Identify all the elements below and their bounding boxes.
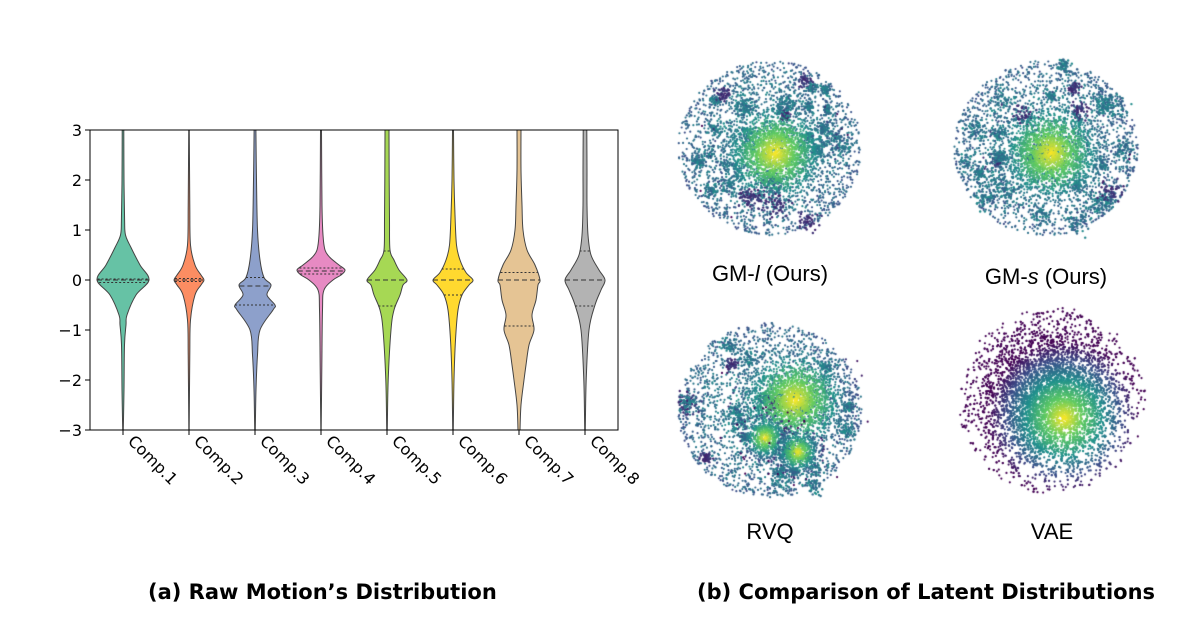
scatter-gm-s — [941, 48, 1151, 248]
panel-label-gm-s: GM-s (Ours) — [984, 264, 1108, 289]
x-tick-label: Comp.5 — [388, 431, 445, 488]
x-tick-label: Comp.3 — [256, 431, 313, 488]
x-tick-label: Comp.7 — [520, 431, 577, 488]
panel-label-gm-l: GM-l (Ours) — [711, 261, 829, 286]
y-tick-label: 0 — [72, 271, 82, 290]
y-tick-label: −2 — [58, 371, 82, 390]
y-tick-label: 3 — [72, 121, 82, 140]
x-tick-label: Comp.1 — [124, 431, 181, 488]
x-tick-label: Comp.4 — [322, 431, 379, 488]
x-axis: Comp.1 Comp.2 Comp.3 Comp.4 Comp.5 Comp.6 Comp… — [122, 430, 643, 489]
violin-comp3 — [234, 129, 276, 431]
x-tick-label: Comp.8 — [586, 431, 643, 488]
scatter-vae — [947, 300, 1157, 500]
panel-label-vae: VAE — [1030, 519, 1074, 544]
x-tick-label: Comp.2 — [190, 431, 247, 488]
violin-comp4 — [296, 129, 346, 431]
y-tick-label: −1 — [58, 321, 82, 340]
y-tick-label: 2 — [72, 171, 82, 190]
panel-label-rvq: RVQ — [746, 519, 794, 544]
caption-a: (a) Raw Motion’s Distribution — [148, 580, 497, 604]
scatter-gm-l — [665, 48, 875, 248]
scatter-rvq — [665, 310, 875, 510]
y-axis: −3 −2 −1 0 1 2 3 — [58, 121, 90, 440]
x-tick-label: Comp.6 — [454, 431, 511, 488]
caption-b: (b) Comparison of Latent Distributions — [697, 580, 1156, 604]
y-tick-label: −3 — [58, 421, 82, 440]
y-tick-label: 1 — [72, 221, 82, 240]
